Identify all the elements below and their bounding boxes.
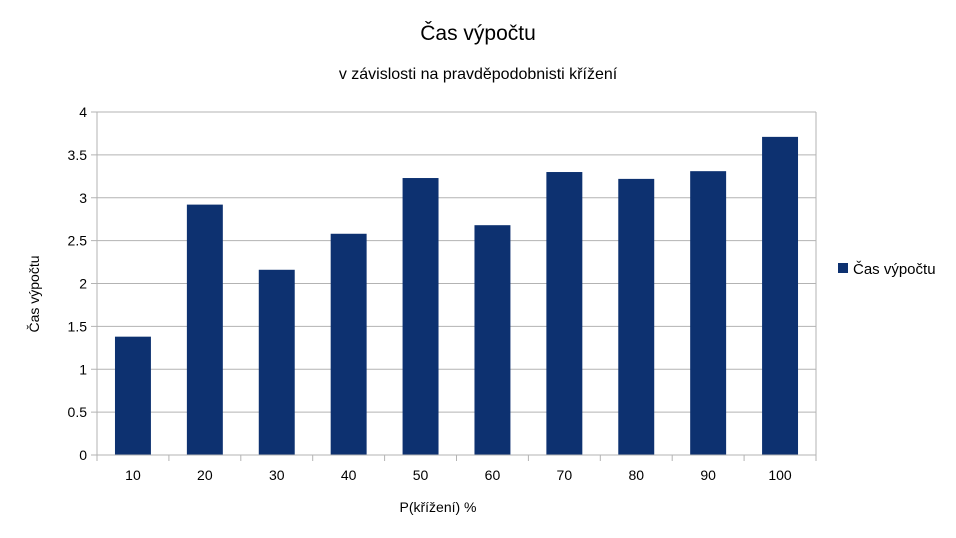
bar (618, 178, 655, 455)
y-tick-label: 0 (79, 447, 87, 463)
chart-title: Čas výpočtu (420, 22, 536, 45)
y-tick-labels: 0 0.5 1 1.5 2 2.5 3 3.5 4 (68, 104, 88, 463)
x-axis-label: P(křížení) % (399, 499, 476, 515)
bar (114, 336, 151, 455)
y-tick-label: 1.5 (68, 318, 88, 334)
x-tick-label: 30 (269, 467, 285, 483)
y-tick-label: 2 (79, 276, 87, 292)
bar (474, 225, 511, 455)
bars (114, 136, 799, 456)
y-tick-label: 3.5 (68, 147, 88, 163)
bar (762, 136, 799, 455)
bar (546, 172, 583, 455)
x-tick-label: 90 (700, 467, 716, 483)
x-tick-labels: 10 20 30 40 50 60 70 80 90 100 (125, 467, 792, 483)
x-tick-label: 40 (341, 467, 357, 483)
legend-label: Čas výpočtu (853, 261, 936, 278)
x-tick-label: 60 (485, 467, 501, 483)
chart-subtitle: v závislosti na pravděpodobnisti křížení (338, 66, 618, 83)
x-tick-label: 70 (557, 467, 573, 483)
x-tick-label: 80 (628, 467, 644, 483)
legend-swatch (838, 263, 848, 273)
legend: Čas výpočtu (838, 261, 936, 278)
y-tick-label: 1 (79, 361, 87, 377)
x-tick-label: 100 (768, 467, 792, 483)
x-tick-label: 50 (413, 467, 429, 483)
y-axis-label: Čas výpočtu (26, 255, 42, 332)
y-tick-label: 0.5 (68, 404, 88, 420)
bar (330, 233, 367, 455)
axes (96, 112, 817, 461)
x-tick-label: 10 (125, 467, 141, 483)
y-tick-label: 2.5 (68, 233, 88, 249)
bar (690, 171, 727, 456)
bar (186, 204, 223, 455)
y-tick-label: 4 (79, 104, 87, 120)
x-tick-label: 20 (197, 467, 213, 483)
y-tick-label: 3 (79, 190, 87, 206)
bar (402, 178, 439, 455)
bar (258, 269, 295, 455)
